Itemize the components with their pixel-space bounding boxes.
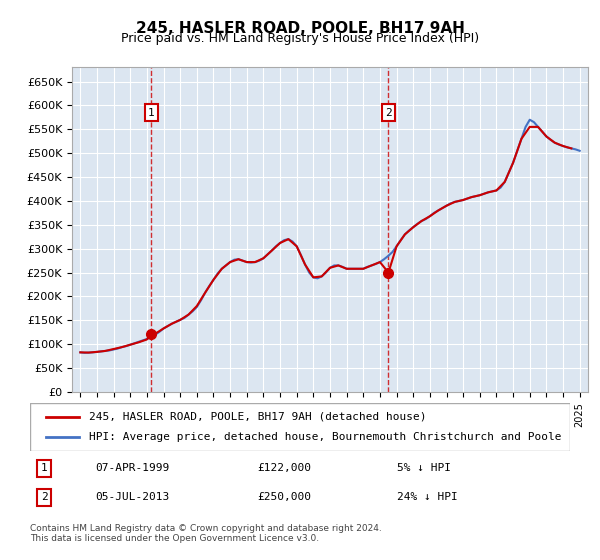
- Text: £122,000: £122,000: [257, 463, 311, 473]
- Text: 24% ↓ HPI: 24% ↓ HPI: [397, 492, 458, 502]
- Text: 1: 1: [148, 108, 155, 118]
- Text: 05-JUL-2013: 05-JUL-2013: [95, 492, 169, 502]
- Text: 2: 2: [385, 108, 392, 118]
- FancyBboxPatch shape: [30, 403, 570, 451]
- Text: Contains HM Land Registry data © Crown copyright and database right 2024.
This d: Contains HM Land Registry data © Crown c…: [30, 524, 382, 543]
- Text: 1: 1: [41, 463, 47, 473]
- Text: 245, HASLER ROAD, POOLE, BH17 9AH (detached house): 245, HASLER ROAD, POOLE, BH17 9AH (detac…: [89, 412, 427, 422]
- Text: 245, HASLER ROAD, POOLE, BH17 9AH: 245, HASLER ROAD, POOLE, BH17 9AH: [136, 21, 464, 36]
- Text: Price paid vs. HM Land Registry's House Price Index (HPI): Price paid vs. HM Land Registry's House …: [121, 32, 479, 45]
- Text: £250,000: £250,000: [257, 492, 311, 502]
- Text: 5% ↓ HPI: 5% ↓ HPI: [397, 463, 451, 473]
- Text: 07-APR-1999: 07-APR-1999: [95, 463, 169, 473]
- Text: HPI: Average price, detached house, Bournemouth Christchurch and Poole: HPI: Average price, detached house, Bour…: [89, 432, 562, 442]
- Text: 2: 2: [41, 492, 47, 502]
